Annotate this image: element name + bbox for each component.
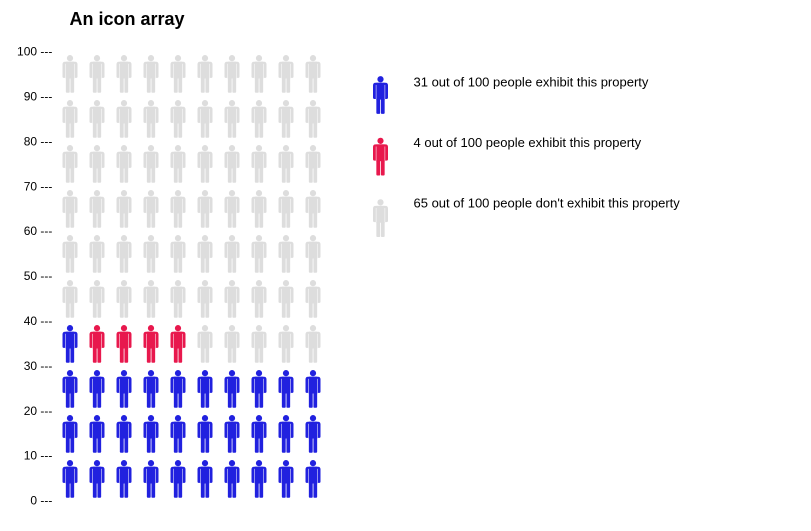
svg-text:40 ---: 40 --- <box>24 314 53 328</box>
svg-text:0 ---: 0 --- <box>30 494 52 508</box>
svg-text:90 ---: 90 --- <box>24 90 53 104</box>
svg-text:30 ---: 30 --- <box>24 359 53 373</box>
svg-text:60 ---: 60 --- <box>24 224 53 238</box>
svg-text:10 ---: 10 --- <box>24 449 53 463</box>
svg-text:31 out of 100 people exhibit t: 31 out of 100 people exhibit this proper… <box>414 74 649 89</box>
svg-text:80 ---: 80 --- <box>24 134 53 148</box>
svg-text:An icon array: An icon array <box>70 9 185 29</box>
svg-text:70 ---: 70 --- <box>24 179 53 193</box>
svg-text:50 ---: 50 --- <box>24 269 53 283</box>
svg-text:20 ---: 20 --- <box>24 404 53 418</box>
svg-text:65 out of 100 people don't exh: 65 out of 100 people don't exhibit this … <box>414 195 681 210</box>
svg-text:100 ---: 100 --- <box>17 45 52 59</box>
svg-text:4 out of 100 people exhibit th: 4 out of 100 people exhibit this propert… <box>414 135 642 150</box>
